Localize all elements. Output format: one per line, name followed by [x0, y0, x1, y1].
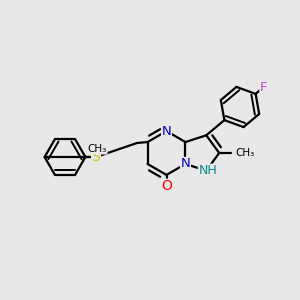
Text: S: S	[92, 150, 100, 164]
Text: CH₃: CH₃	[88, 144, 107, 154]
Text: O: O	[161, 179, 172, 193]
Text: NH: NH	[198, 164, 217, 177]
Text: CH₃: CH₃	[236, 148, 255, 158]
Text: N: N	[162, 124, 171, 138]
Text: F: F	[260, 81, 267, 94]
Text: N: N	[181, 158, 190, 170]
